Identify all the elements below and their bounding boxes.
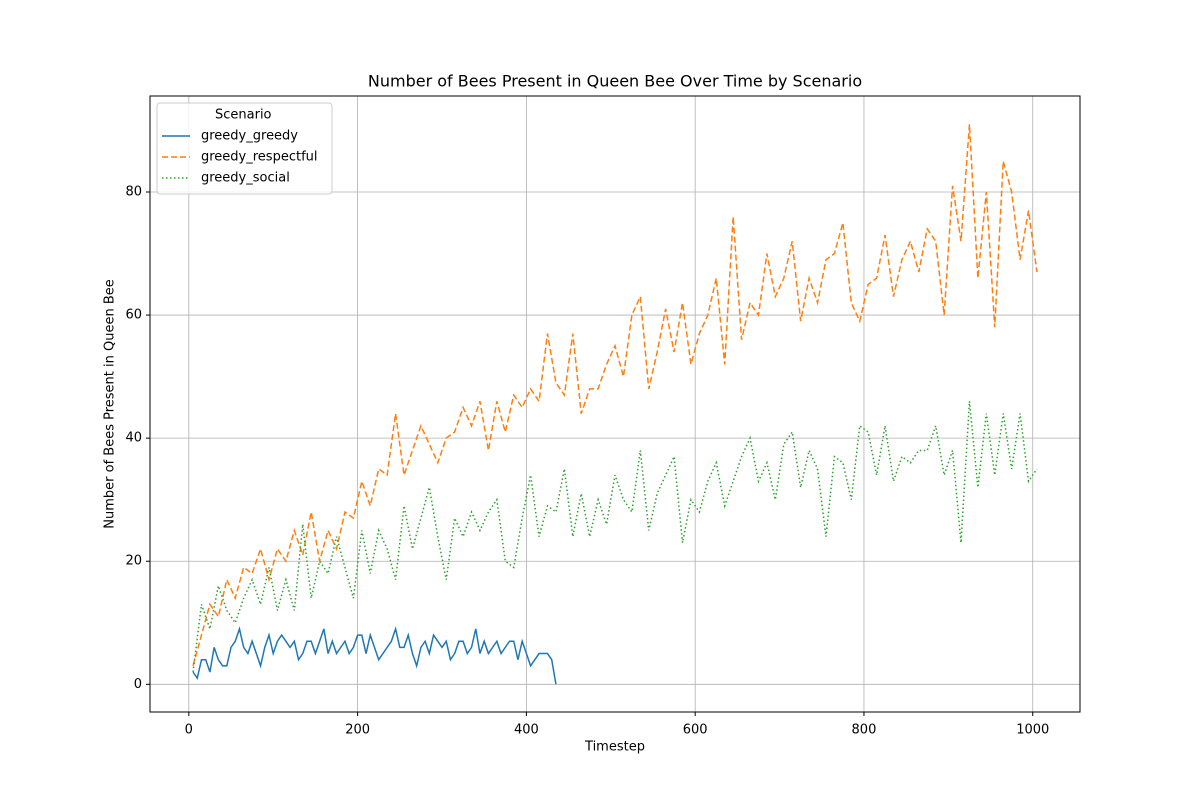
x-axis-label: Timestep	[584, 740, 645, 755]
series-line	[192, 124, 1038, 667]
x-tick-label: 400	[514, 723, 539, 738]
series-line	[192, 626, 557, 685]
legend-label: greedy_greedy	[201, 129, 298, 144]
y-axis-label: Number of Bees Present in Queen Bee	[103, 279, 118, 528]
legend-label: greedy_social	[201, 171, 290, 186]
legend-box	[156, 102, 333, 195]
y-tick-label: 80	[125, 185, 142, 200]
x-tick-label: 200	[345, 723, 370, 738]
x-tick-label: 0	[185, 723, 193, 738]
legend-label: greedy_respectful	[201, 150, 318, 165]
x-tick-label: 1000	[1016, 723, 1049, 738]
y-tick-label: 20	[125, 554, 142, 569]
x-tick-label: 800	[852, 723, 877, 738]
y-tick-label: 40	[125, 431, 142, 446]
chart-title: Number of Bees Present in Queen Bee Over…	[368, 72, 862, 91]
x-tick-label: 600	[683, 723, 708, 738]
y-tick-label: 0	[134, 677, 142, 692]
ticks: 0 200 400 600 800 1000 0 20 40 60 80	[125, 185, 1049, 738]
plot-lines	[192, 124, 1038, 685]
series-line	[192, 401, 1038, 673]
axes-frame	[149, 95, 1081, 713]
grid	[150, 96, 1080, 712]
legend: Scenario greedy_greedy greedy_respectfulgr…	[156, 102, 333, 195]
y-tick-label: 60	[125, 308, 142, 323]
legend-title: Scenario	[215, 108, 272, 123]
